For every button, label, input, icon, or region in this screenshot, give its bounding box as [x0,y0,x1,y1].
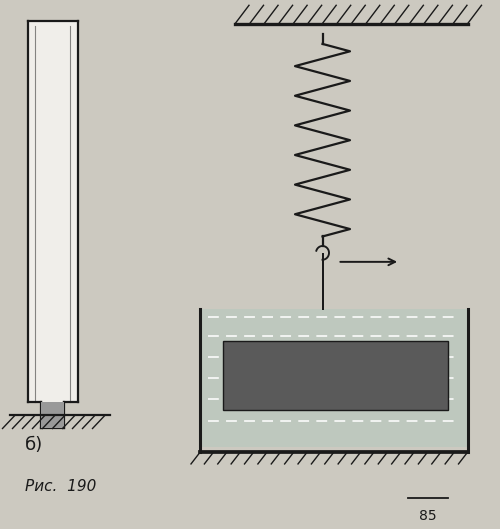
Bar [222,341,448,410]
Text: б): б) [25,436,44,454]
Bar [200,309,468,447]
Text: Рис.  190: Рис. 190 [25,479,97,494]
Bar [28,21,78,402]
Text: 85: 85 [418,509,436,523]
Bar [41,402,64,428]
